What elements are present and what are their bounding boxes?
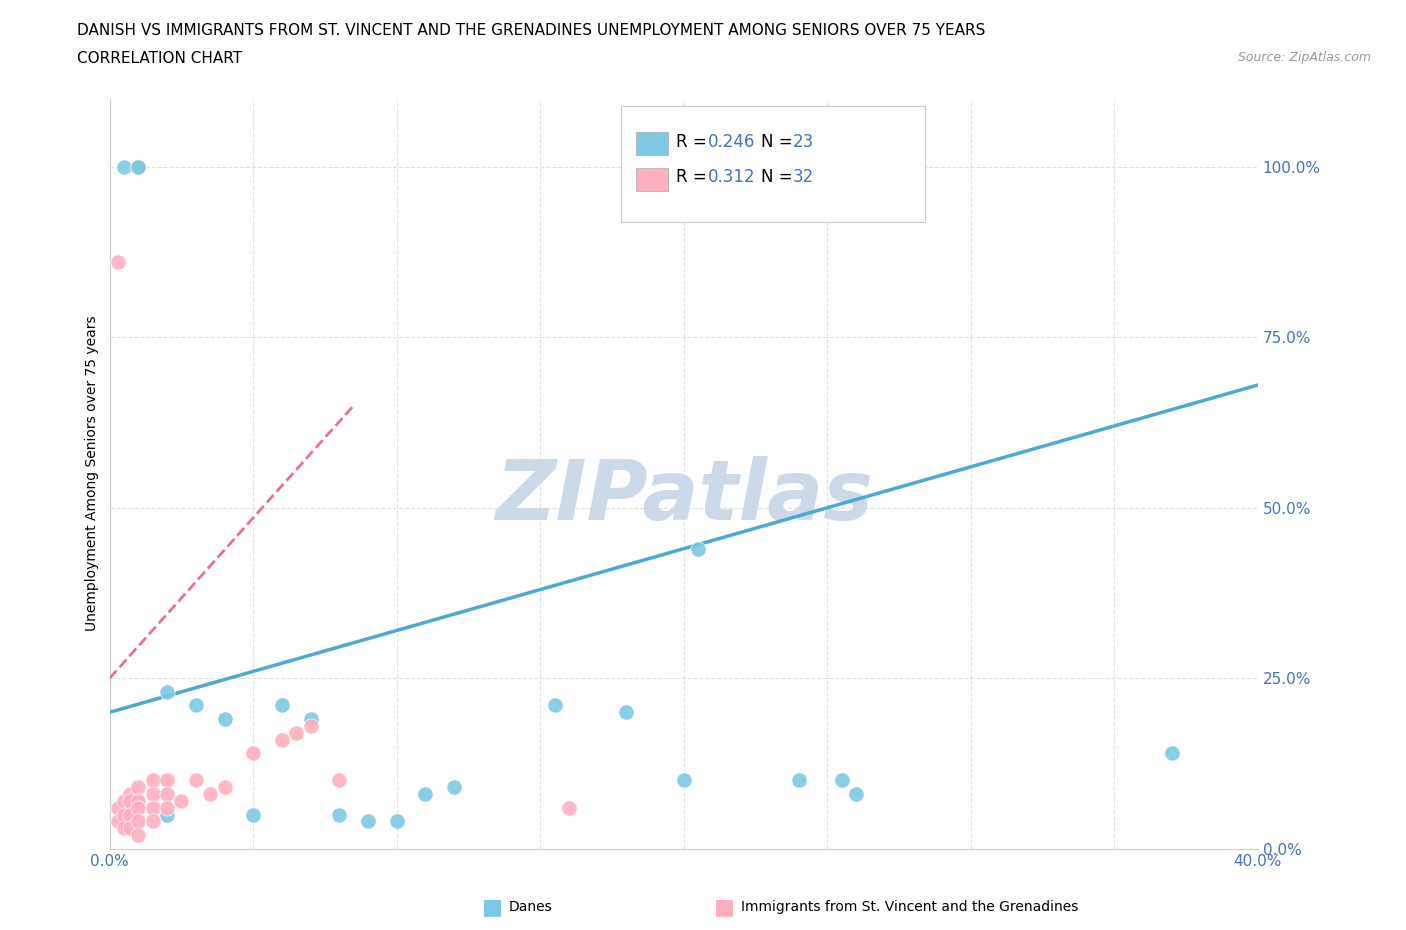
Point xyxy=(112,159,135,174)
Point xyxy=(112,807,135,822)
Point xyxy=(328,773,350,788)
Point xyxy=(558,801,581,816)
Point xyxy=(443,780,465,795)
Point xyxy=(1160,746,1182,761)
Point xyxy=(299,711,322,726)
Point xyxy=(271,732,294,747)
Point xyxy=(156,787,179,802)
Point xyxy=(415,787,437,802)
Text: DANISH VS IMMIGRANTS FROM ST. VINCENT AND THE GRENADINES UNEMPLOYMENT AMONG SENI: DANISH VS IMMIGRANTS FROM ST. VINCENT AN… xyxy=(77,23,986,38)
Point xyxy=(127,801,149,816)
Point xyxy=(787,773,810,788)
Point xyxy=(107,255,129,270)
Point xyxy=(142,801,165,816)
Point xyxy=(214,711,236,726)
Point xyxy=(118,807,141,822)
Point xyxy=(688,541,710,556)
Text: 32: 32 xyxy=(793,168,814,186)
Y-axis label: Unemployment Among Seniors over 75 years: Unemployment Among Seniors over 75 years xyxy=(86,316,100,631)
Text: R =: R = xyxy=(676,133,711,152)
Point xyxy=(127,780,149,795)
Point xyxy=(118,821,141,836)
Text: ZIPatlas: ZIPatlas xyxy=(495,456,873,537)
Point xyxy=(127,814,149,829)
Point xyxy=(184,698,207,713)
Point xyxy=(127,793,149,808)
Point xyxy=(170,793,193,808)
Point xyxy=(614,705,637,720)
Point xyxy=(385,814,408,829)
Point xyxy=(142,787,165,802)
Point xyxy=(328,807,350,822)
Point xyxy=(156,801,179,816)
Text: CORRELATION CHART: CORRELATION CHART xyxy=(77,51,242,66)
Text: N =: N = xyxy=(761,133,797,152)
FancyBboxPatch shape xyxy=(620,106,925,222)
Point xyxy=(112,793,135,808)
Point xyxy=(285,725,308,740)
Point xyxy=(127,159,149,174)
Point xyxy=(156,684,179,699)
Point xyxy=(198,787,221,802)
Point xyxy=(242,746,264,761)
Point xyxy=(242,807,264,822)
FancyBboxPatch shape xyxy=(636,168,668,191)
Point xyxy=(142,814,165,829)
FancyBboxPatch shape xyxy=(636,132,668,155)
Text: N =: N = xyxy=(761,168,797,186)
Point xyxy=(118,787,141,802)
Point xyxy=(107,814,129,829)
Point xyxy=(142,773,165,788)
Point xyxy=(357,814,380,829)
Text: ■: ■ xyxy=(714,897,734,917)
Text: 0.312: 0.312 xyxy=(707,168,755,186)
Text: ■: ■ xyxy=(482,897,502,917)
Point xyxy=(214,780,236,795)
Point xyxy=(112,821,135,836)
Text: 23: 23 xyxy=(793,133,814,152)
Point xyxy=(156,773,179,788)
Point xyxy=(672,773,695,788)
Point xyxy=(299,719,322,734)
Point xyxy=(271,698,294,713)
Point xyxy=(107,801,129,816)
Text: R =: R = xyxy=(676,168,711,186)
Text: Immigrants from St. Vincent and the Grenadines: Immigrants from St. Vincent and the Gren… xyxy=(741,899,1078,914)
Point xyxy=(543,698,565,713)
Text: Source: ZipAtlas.com: Source: ZipAtlas.com xyxy=(1237,51,1371,64)
Point xyxy=(127,828,149,843)
Point xyxy=(118,793,141,808)
Point xyxy=(184,773,207,788)
Text: 0.246: 0.246 xyxy=(707,133,755,152)
Point xyxy=(127,159,149,174)
Point xyxy=(831,773,853,788)
Point xyxy=(845,787,868,802)
Text: Danes: Danes xyxy=(509,899,553,914)
Point xyxy=(156,807,179,822)
